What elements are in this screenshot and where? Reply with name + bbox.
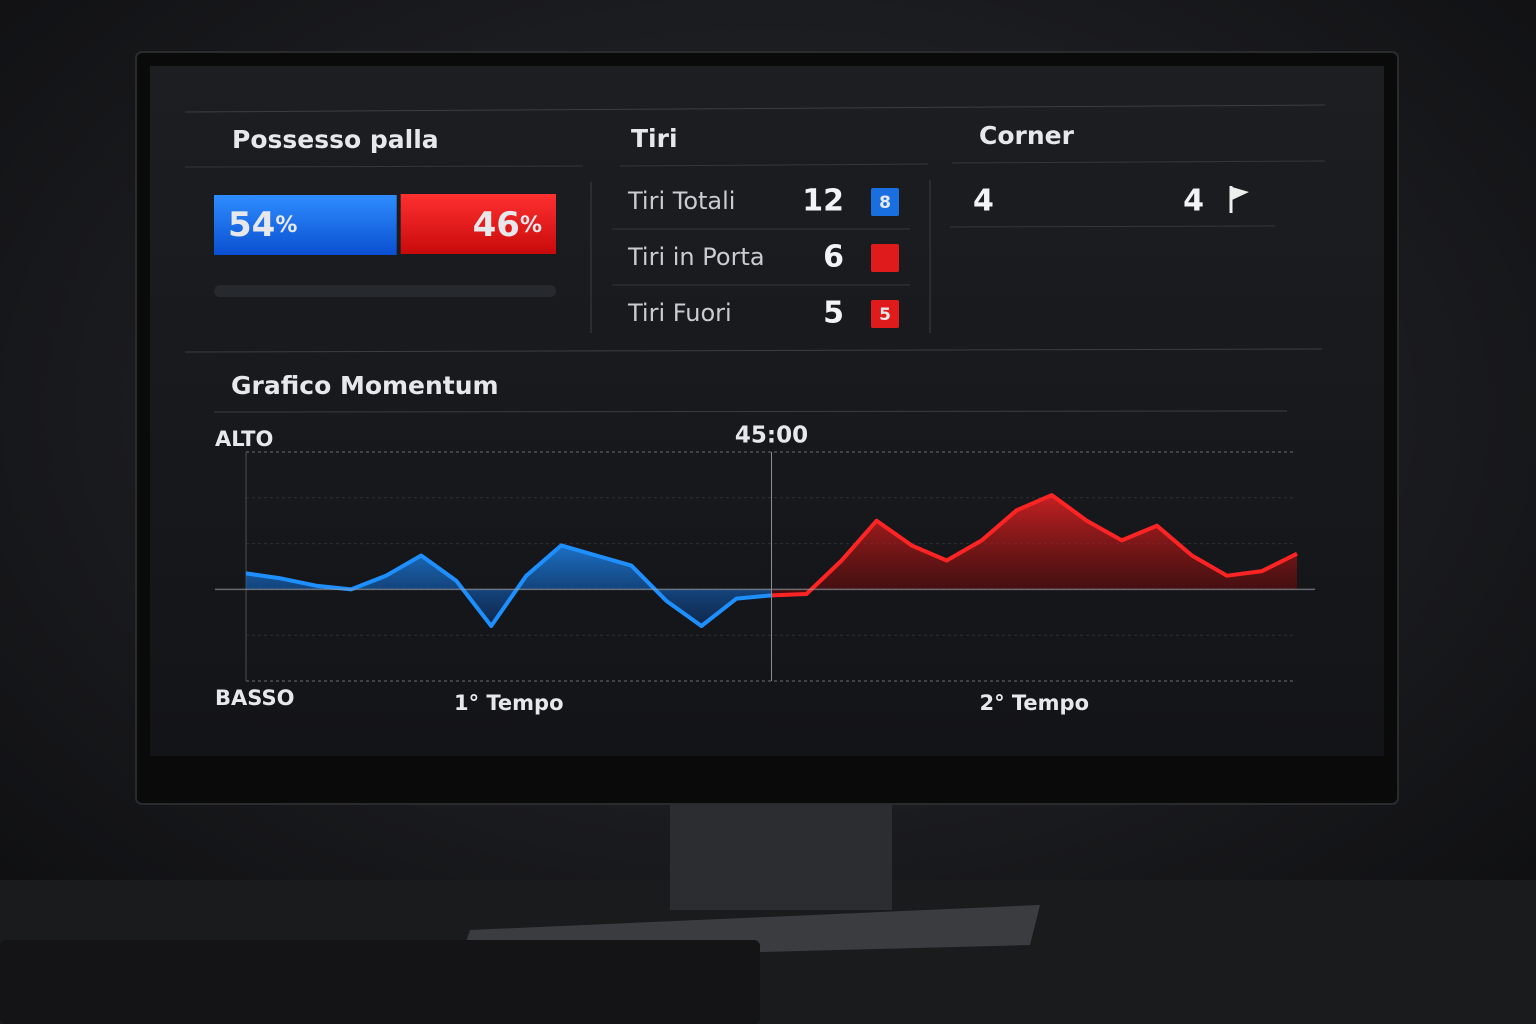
possession-home-bar	[214, 195, 397, 255]
momentum-area	[771, 495, 1297, 596]
shot-badge-text: 5	[879, 305, 891, 325]
shot-badge	[871, 244, 899, 272]
divider	[184, 348, 1323, 353]
divider	[184, 104, 1326, 113]
shot-label: Tiri in Porta	[627, 243, 765, 271]
corner-home: 4	[973, 184, 994, 219]
shot-value: 6	[823, 240, 844, 275]
shot-badge-text: 8	[879, 193, 891, 213]
possession-title: Possesso palla	[232, 125, 439, 154]
track	[214, 285, 556, 297]
corners-title: Corner	[979, 121, 1075, 150]
shot-value: 12	[802, 184, 844, 219]
shots-title: Tiri	[631, 124, 678, 153]
shot-label: Tiri Fuori	[627, 299, 732, 327]
keyboard	[0, 940, 760, 1024]
half-label: 2° Tempo	[979, 691, 1089, 715]
shot-badge	[871, 188, 899, 216]
monitor-stand	[670, 800, 892, 910]
possession-home-label: 54%	[228, 205, 297, 245]
y-tick-label: BASSO	[215, 686, 294, 710]
divider	[951, 160, 1326, 164]
momentum-title: Grafico Momentum	[231, 371, 499, 400]
momentum-line	[771, 493, 1298, 598]
corner-away: 4	[1183, 184, 1204, 219]
value: 46	[473, 205, 520, 245]
shot-value: 5	[823, 296, 844, 331]
shot-badge	[871, 300, 899, 328]
divider	[184, 165, 584, 168]
value: 54	[228, 205, 275, 245]
possession-away-label: 46%	[473, 205, 542, 245]
divider	[619, 163, 929, 167]
half-marker-label: 45:00	[735, 423, 808, 449]
y-tick-label: ALTO	[215, 427, 273, 451]
momentum-line	[245, 543, 772, 628]
divider	[949, 225, 1276, 228]
shot-label: Tiri Totali	[627, 187, 735, 215]
divider	[213, 410, 1288, 413]
corner-flag-icon	[1229, 186, 1249, 213]
unit: %	[520, 213, 542, 238]
half-label: 1° Tempo	[454, 691, 564, 715]
possession-away-bar	[400, 194, 556, 254]
unit: %	[275, 213, 297, 238]
